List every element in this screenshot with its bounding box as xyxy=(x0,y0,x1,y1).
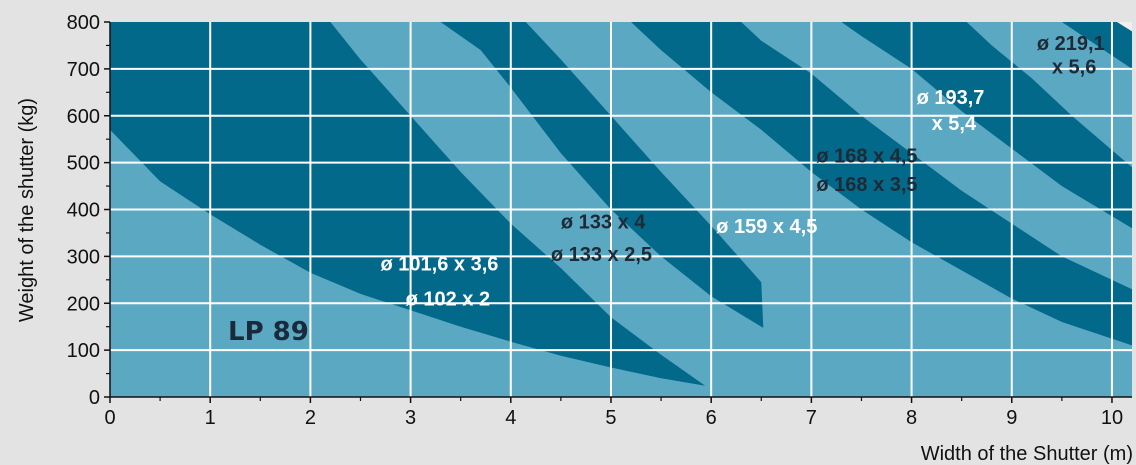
x-tick-label: 2 xyxy=(305,407,316,429)
zone-label: ø 168 x 4,5 xyxy=(816,146,917,168)
zone-corner xyxy=(1117,22,1132,32)
x-tick-label: 6 xyxy=(706,407,717,429)
y-tick-label: 0 xyxy=(89,387,100,409)
zone-label: ø 219,1 xyxy=(1037,33,1105,55)
zone-label: x 5,4 xyxy=(932,113,977,135)
x-axis-title: Width of the Shutter (m) xyxy=(921,443,1133,465)
x-tick-label: 4 xyxy=(505,407,516,429)
x-tick-label: 5 xyxy=(605,407,616,429)
zone-band xyxy=(1061,22,1132,69)
chart-grid xyxy=(110,22,1132,397)
zone-label: x 5,6 xyxy=(1052,57,1096,79)
x-tick-label: 1 xyxy=(205,407,216,429)
x-tick-label: 0 xyxy=(104,407,115,429)
zone-label: ø 101,6 x 3,6 xyxy=(381,253,499,275)
chart-zone-labels: ø 101,6 x 3,6 ø 102 x 2 ø 133 x 4 ø 133 x 2… xyxy=(381,33,1105,310)
zone-label: ø 193,7 xyxy=(917,87,985,109)
x-tick-label: 3 xyxy=(405,407,416,429)
model-label: LP 89 xyxy=(228,317,309,347)
x-tick-label: 8 xyxy=(906,407,917,429)
x-tick-label: 7 xyxy=(806,407,817,429)
zone-label: ø 159 x 4,5 xyxy=(716,216,817,238)
x-tick-label: 9 xyxy=(1006,407,1017,429)
y-tick-label: 500 xyxy=(67,153,100,175)
y-tick-label: 300 xyxy=(67,246,100,268)
zone-label: ø 133 x 2,5 xyxy=(551,244,652,266)
zone-band xyxy=(966,22,1132,168)
y-tick-label: 400 xyxy=(67,200,100,222)
y-tick-label: 200 xyxy=(67,293,100,315)
y-tick-label: 700 xyxy=(67,59,100,81)
x-tick-label: 10 xyxy=(1101,407,1123,429)
zone-label: ø 133 x 4 xyxy=(561,211,646,233)
zone-label: ø 102 x 2 xyxy=(406,289,491,311)
y-tick-label: 100 xyxy=(67,340,100,362)
zone-label: ø 168 x 3,5 xyxy=(816,174,917,196)
y-axis-title: Weight of the shutter (kg) xyxy=(16,98,38,322)
y-tick-label: 800 xyxy=(67,12,100,34)
y-tick-label: 600 xyxy=(67,106,100,128)
